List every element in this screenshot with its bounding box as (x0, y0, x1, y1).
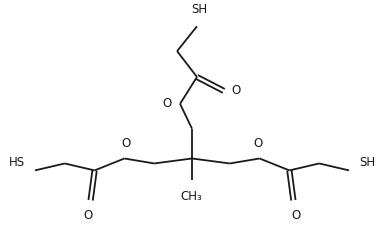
Text: O: O (292, 209, 301, 222)
Text: CH₃: CH₃ (180, 190, 202, 203)
Text: O: O (253, 137, 262, 149)
Text: O: O (122, 137, 131, 149)
Text: O: O (232, 84, 241, 97)
Text: O: O (83, 209, 92, 222)
Text: O: O (163, 97, 172, 110)
Text: HS: HS (9, 156, 25, 169)
Text: SH: SH (191, 3, 207, 16)
Text: SH: SH (359, 156, 375, 169)
